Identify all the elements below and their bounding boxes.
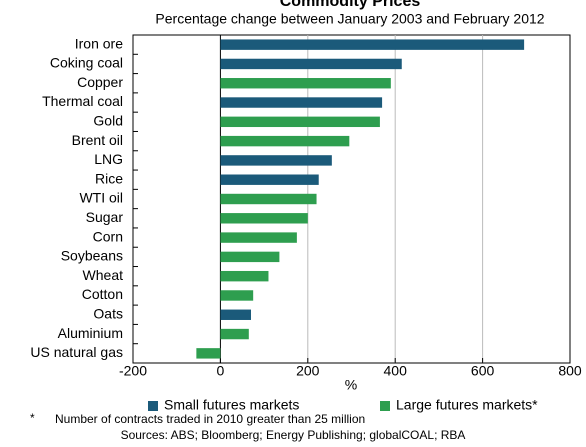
y-tick-label: Coking coal bbox=[50, 55, 123, 71]
legend-label: Large futures markets* bbox=[396, 397, 538, 413]
bar bbox=[220, 290, 254, 301]
x-tick-label: -200 bbox=[119, 363, 147, 379]
footnote: Number of contracts traded in 2010 great… bbox=[55, 412, 365, 426]
source: Sources: ABS; Bloomberg; Energy Publishi… bbox=[121, 428, 466, 442]
footnote-marker: * bbox=[30, 411, 35, 425]
x-axis-label: % bbox=[345, 377, 357, 393]
y-tick-label: Brent oil bbox=[72, 132, 123, 148]
bar bbox=[220, 155, 332, 166]
chart-title: Commodity Prices bbox=[280, 0, 421, 10]
bar bbox=[220, 193, 317, 205]
x-tick-label: 600 bbox=[471, 363, 495, 379]
bar bbox=[220, 309, 251, 320]
chart-subtitle: Percentage change between January 2003 a… bbox=[155, 11, 544, 27]
bar bbox=[220, 58, 402, 70]
y-tick-label: Copper bbox=[77, 74, 123, 90]
x-tick-label: 800 bbox=[558, 363, 582, 379]
y-tick-label: Iron ore bbox=[75, 35, 123, 51]
bar bbox=[220, 328, 249, 340]
bar bbox=[220, 174, 319, 185]
bar bbox=[220, 97, 383, 108]
y-tick-label: Oats bbox=[93, 305, 123, 321]
bar bbox=[220, 78, 391, 89]
legend-label: Small futures markets bbox=[164, 397, 299, 413]
bar bbox=[220, 270, 269, 282]
y-tick-label: Aluminium bbox=[58, 325, 123, 341]
y-tick-label: WTI oil bbox=[79, 190, 123, 206]
bar bbox=[220, 116, 380, 128]
y-tick-label: Cotton bbox=[82, 286, 123, 302]
bar bbox=[220, 135, 350, 147]
legend-swatch bbox=[148, 401, 158, 411]
y-tick-label: Corn bbox=[93, 228, 123, 244]
bar bbox=[196, 348, 221, 359]
x-tick-label: 200 bbox=[296, 363, 320, 379]
bar bbox=[220, 251, 280, 263]
legend-swatch bbox=[380, 401, 390, 411]
y-tick-label: US natural gas bbox=[30, 344, 123, 360]
y-tick-label: LNG bbox=[94, 151, 123, 167]
bar bbox=[220, 39, 525, 50]
y-tick-label: Rice bbox=[95, 170, 123, 186]
y-tick-label: Sugar bbox=[86, 209, 124, 225]
y-tick-label: Thermal coal bbox=[42, 93, 123, 109]
y-tick-label: Soybeans bbox=[61, 248, 123, 264]
y-tick-label: Gold bbox=[93, 113, 123, 129]
bar bbox=[220, 232, 297, 243]
x-tick-label: 400 bbox=[384, 363, 408, 379]
bar bbox=[220, 213, 308, 224]
y-tick-label: Wheat bbox=[83, 267, 124, 283]
plot-frame bbox=[132, 34, 571, 364]
x-tick-label: 0 bbox=[217, 363, 225, 379]
